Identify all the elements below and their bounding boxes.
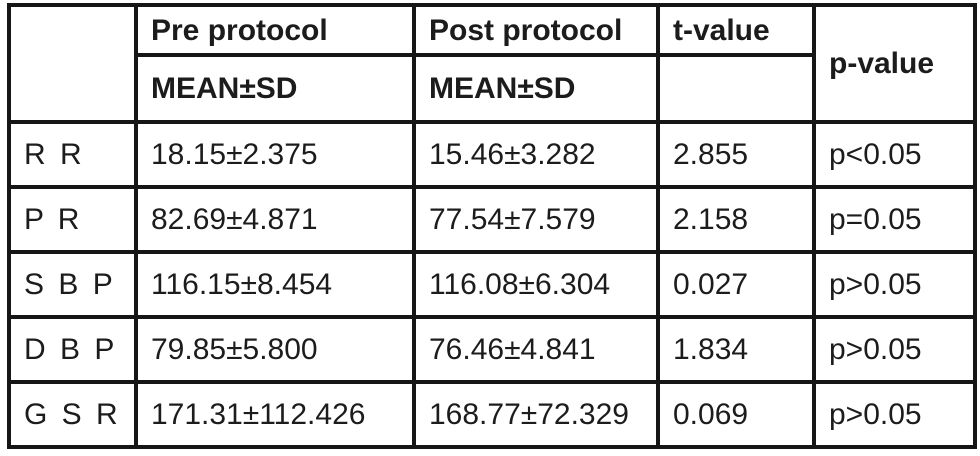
cell-p-value: p>0.05: [812, 380, 977, 449]
stats-table: Pre protocol Post protocol t-value p-val…: [7, 3, 977, 449]
row-label: D B P: [7, 315, 138, 384]
cell-post: 77.54±7.579: [412, 185, 660, 254]
cell-pre: 171.31±112.426: [134, 380, 416, 449]
header-pre-protocol: Pre protocol: [134, 3, 416, 57]
cell-post: 116.08±6.304: [412, 250, 660, 319]
header-row-2: MEAN±SD MEAN±SD: [9, 53, 975, 124]
cell-pre: 82.69±4.871: [134, 185, 416, 254]
header-t-value: t-value: [656, 3, 816, 57]
table-row-dbp: D B P 79.85±5.800 76.46±4.841 1.834 p>0.…: [7, 315, 977, 384]
cell-post: 15.46±3.282: [412, 120, 660, 189]
row-label: S B P: [7, 250, 138, 319]
cell-t-value: 1.834: [656, 315, 816, 384]
header-mean-sd-pre: MEAN±SD: [134, 53, 416, 124]
table-row-pr: P R 82.69±4.871 77.54±7.579 2.158 p=0.05: [7, 185, 977, 254]
table-row-gsr: G S R 171.31±112.426 168.77±72.329 0.069…: [7, 380, 977, 449]
cell-t-value: 2.855: [656, 120, 816, 189]
cell-t-value: 0.069: [656, 380, 816, 449]
table-row-sbp: S B P 116.15±8.454 116.08±6.304 0.027 p>…: [7, 250, 977, 319]
cell-p-value: p<0.05: [812, 120, 977, 189]
row-label: G S R: [7, 380, 138, 449]
cell-pre: 79.85±5.800: [134, 315, 416, 384]
cell-post: 76.46±4.841: [412, 315, 660, 384]
header-p-value: p-value: [812, 3, 977, 124]
cell-t-value: 0.027: [656, 250, 816, 319]
cell-t-value: 2.158: [656, 185, 816, 254]
cell-p-value: p>0.05: [812, 315, 977, 384]
header-mean-sd-post: MEAN±SD: [412, 53, 660, 124]
row-label: R R: [7, 120, 138, 189]
header-corner-cell: [7, 3, 138, 124]
cell-post: 168.77±72.329: [412, 380, 660, 449]
cell-pre: 116.15±8.454: [134, 250, 416, 319]
header-post-protocol: Post protocol: [412, 3, 660, 57]
header-t-value-sub: [656, 53, 816, 124]
table-row-rr: R R 18.15±2.375 15.46±3.282 2.855 p<0.05: [7, 120, 977, 189]
row-label: P R: [7, 185, 138, 254]
cell-p-value: p=0.05: [812, 185, 977, 254]
cell-pre: 18.15±2.375: [134, 120, 416, 189]
cell-p-value: p>0.05: [812, 250, 977, 319]
header-row-1: Pre protocol Post protocol t-value p-val…: [7, 3, 977, 124]
